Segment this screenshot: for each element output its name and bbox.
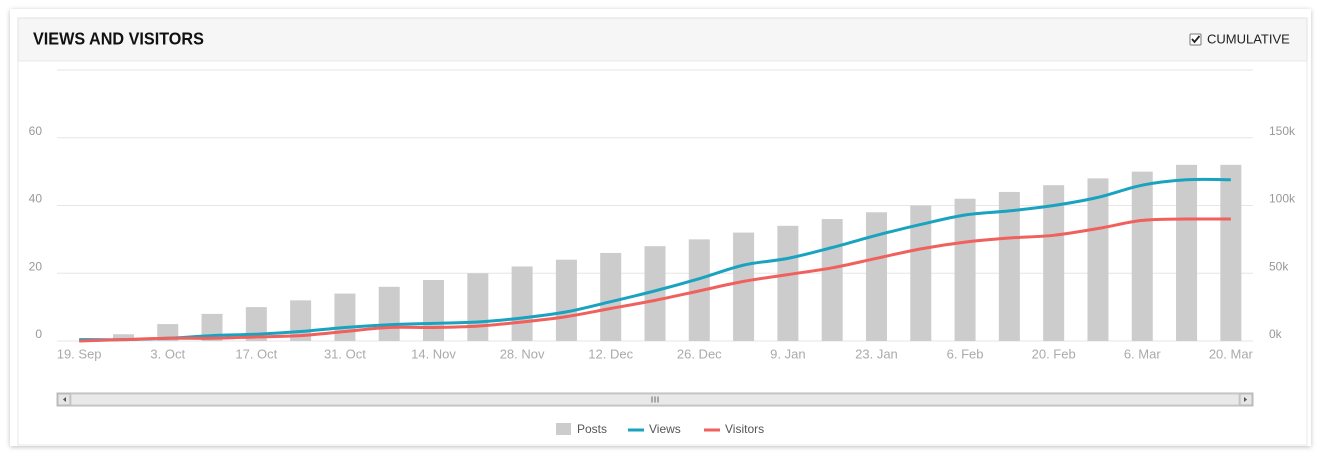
x-tick-label: 19. Sep <box>57 346 102 361</box>
x-tick-label: 23. Jan <box>855 346 898 361</box>
y-tick-label: 0 <box>35 327 42 341</box>
bar <box>821 219 843 341</box>
bar <box>112 334 134 341</box>
x-tick-label: 14. Nov <box>411 346 456 361</box>
bar <box>1220 164 1242 341</box>
bar <box>378 286 400 341</box>
bar <box>998 191 1020 341</box>
x-tick-label: 20. Mar <box>1209 346 1254 361</box>
bar <box>1043 185 1065 341</box>
bar <box>954 198 976 341</box>
bar <box>777 225 799 341</box>
y-tick-label: 20 <box>29 259 43 273</box>
bar <box>334 293 356 341</box>
chart-title: VIEWS AND VISITORS <box>33 29 204 49</box>
panel <box>10 9 1311 446</box>
legend-swatch <box>556 423 571 435</box>
y2-tick-label: 150k <box>1269 124 1296 138</box>
x-tick-label: 28. Nov <box>500 346 545 361</box>
legend-label[interactable]: Views <box>649 422 681 436</box>
x-tick-label: 17. Oct <box>235 346 277 361</box>
x-tick-label: 6. Feb <box>947 346 984 361</box>
bar <box>1176 164 1198 341</box>
scroll-left-arrow <box>63 397 66 402</box>
scroll-grip <box>651 396 659 403</box>
line <box>79 177 1231 342</box>
cumulative-label[interactable]: CUMULATIVE <box>1207 31 1290 46</box>
x-tick-label: 31. Oct <box>324 346 366 361</box>
y-tick-label: 60 <box>29 124 43 138</box>
bar <box>1131 171 1153 341</box>
y2-tick-label: 50k <box>1269 259 1289 273</box>
x-tick-label: 3. Oct <box>150 346 185 361</box>
bar <box>644 246 666 341</box>
y-tick-label: 40 <box>29 192 43 206</box>
x-tick-label: 26. Dec <box>677 346 722 361</box>
legend-label[interactable]: Posts <box>577 422 607 436</box>
header-bar <box>17 17 1308 62</box>
bar <box>555 259 577 341</box>
line <box>79 217 1231 343</box>
x-tick-label: 20. Feb <box>1032 346 1076 361</box>
bar <box>910 205 932 341</box>
y2-tick-label: 100k <box>1269 192 1296 206</box>
check-mark <box>1191 35 1201 44</box>
bar <box>467 273 489 341</box>
chart-border <box>17 60 1308 446</box>
bar <box>423 280 445 341</box>
x-tick-label: 12. Dec <box>588 346 633 361</box>
bar <box>600 252 622 341</box>
bar <box>511 266 533 341</box>
y2-tick-label: 0k <box>1269 327 1283 341</box>
scroll-right-arrow <box>1244 397 1247 402</box>
bar <box>1087 178 1109 341</box>
legend-label[interactable]: Visitors <box>725 422 764 436</box>
bar <box>865 212 887 341</box>
bar <box>733 232 755 341</box>
x-tick-label: 6. Mar <box>1124 346 1162 361</box>
x-tick-label: 9. Jan <box>770 346 805 361</box>
